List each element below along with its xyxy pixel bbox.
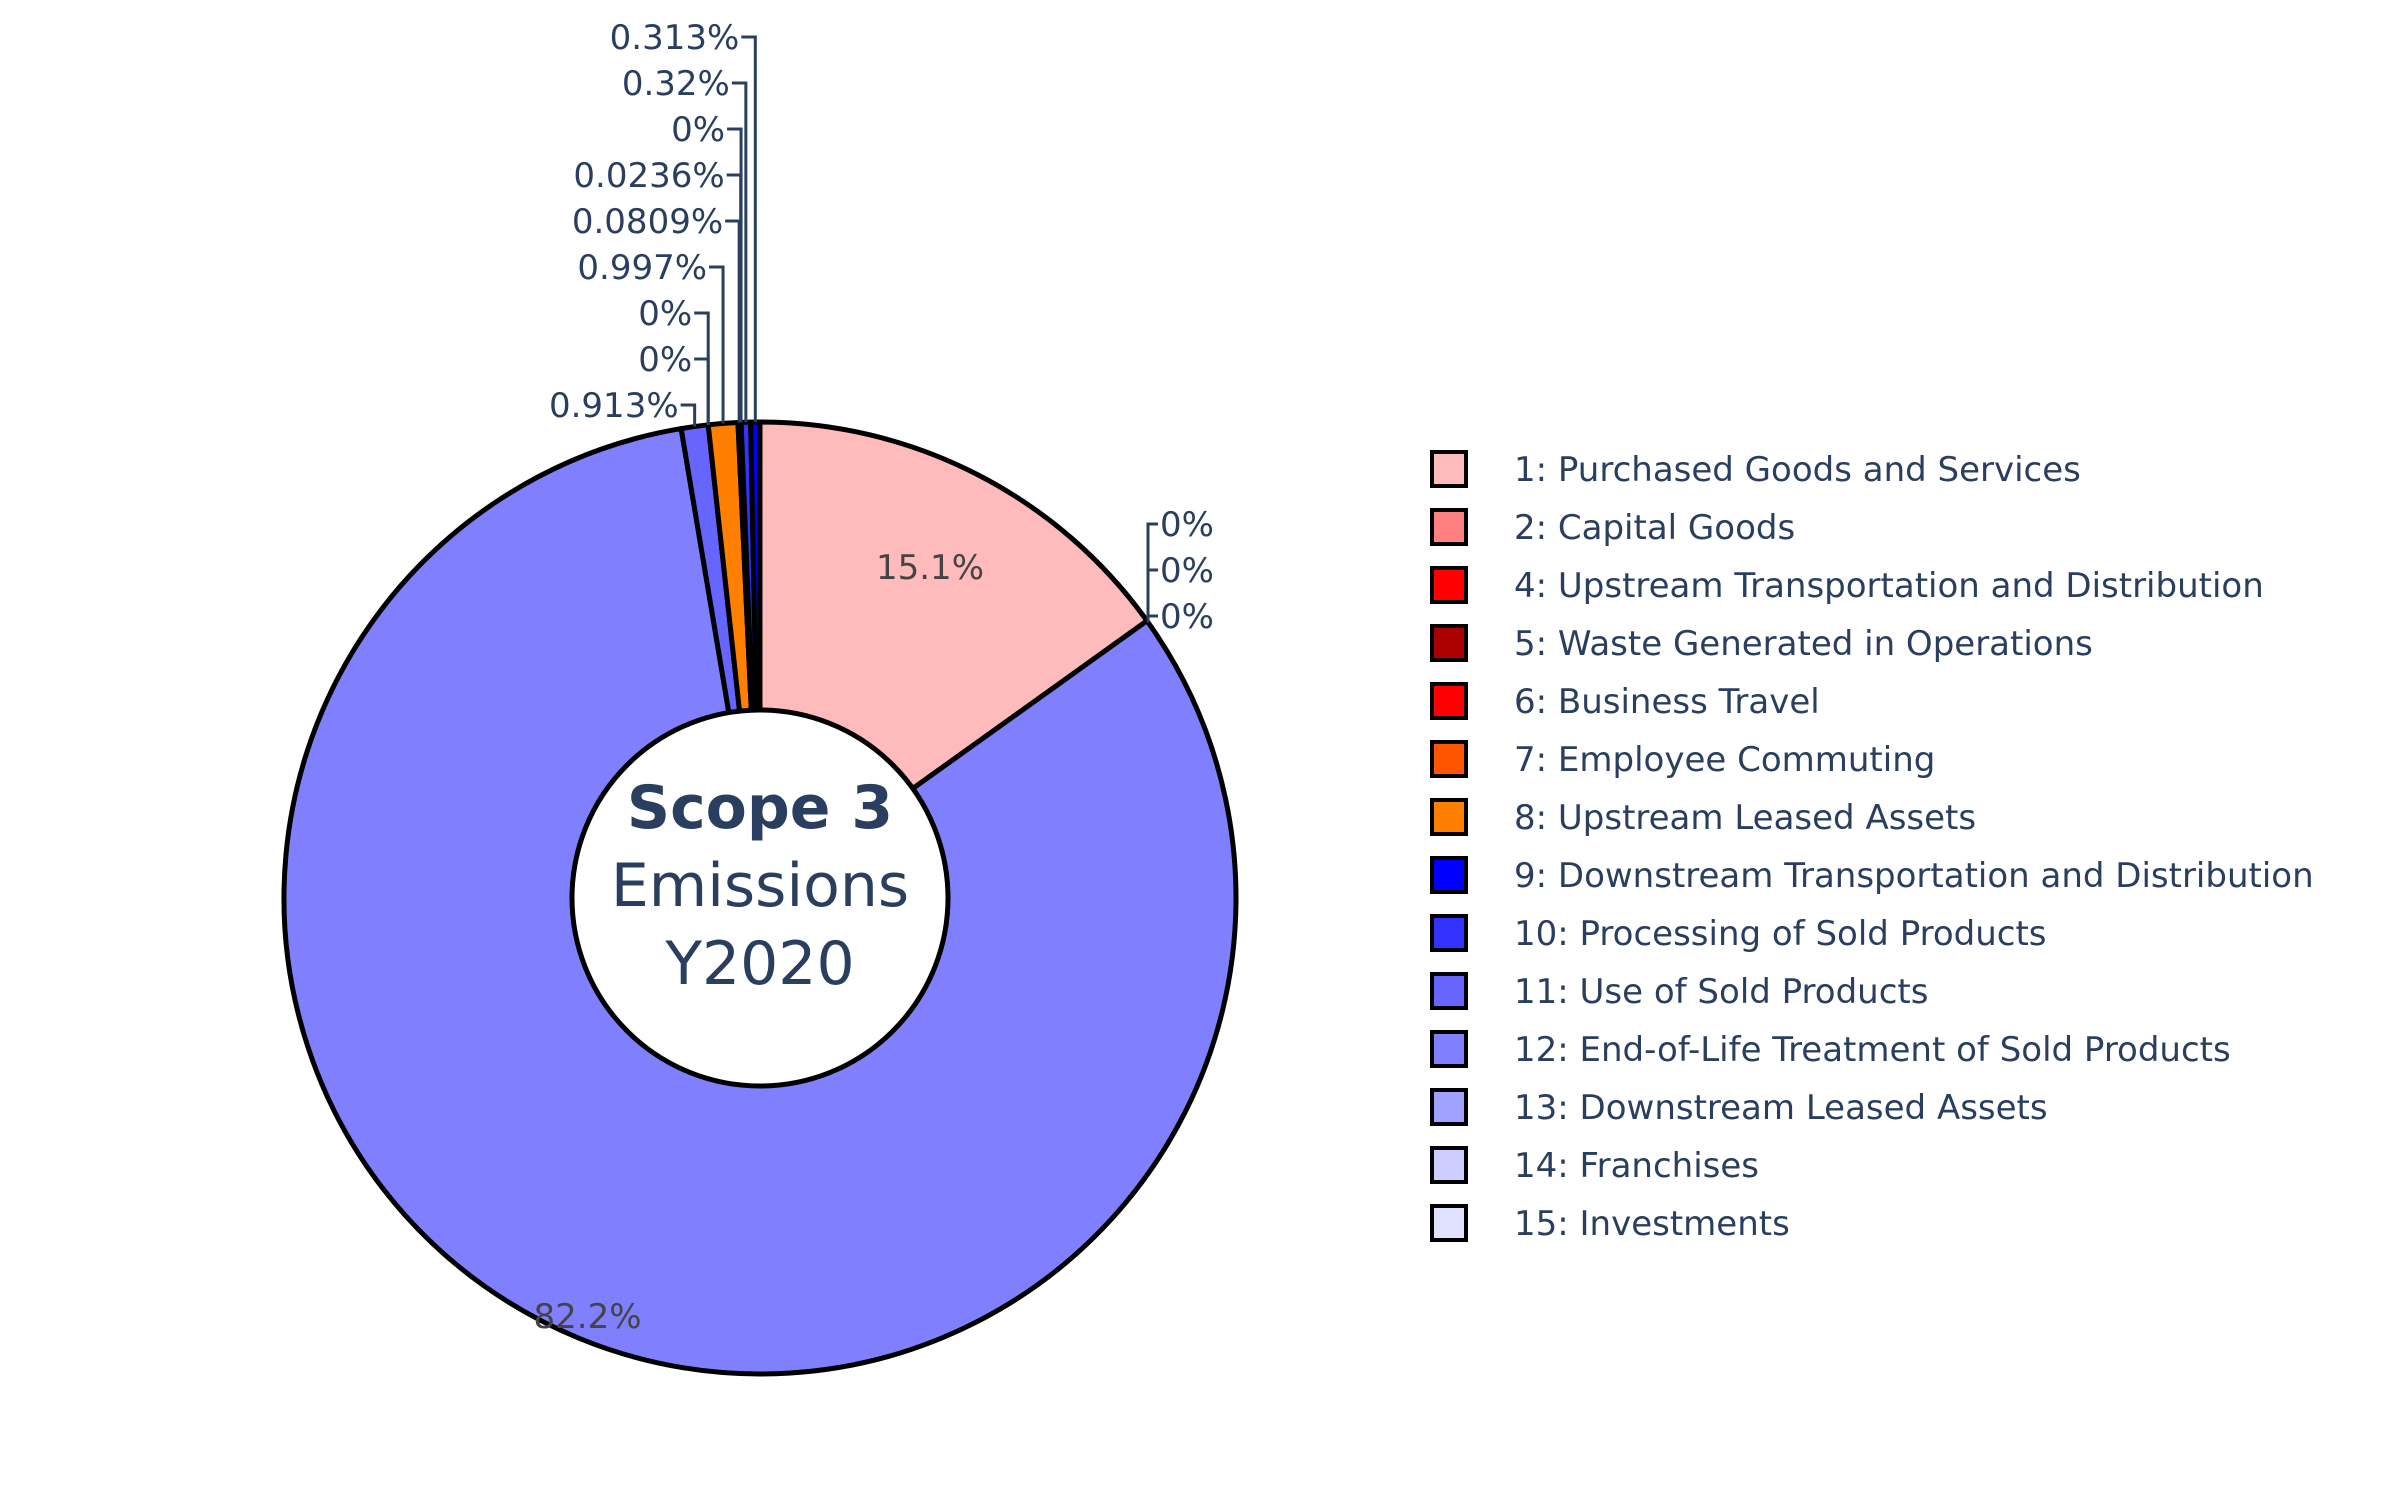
slice-label-8: 0% — [638, 294, 692, 334]
legend-label-7[interactable]: 8: Upstream Leased Assets — [1514, 798, 1976, 838]
legend-swatch-13[interactable] — [1430, 1146, 1468, 1184]
slice-label-10: 0.0809% — [572, 202, 723, 242]
label-connector-4 — [1146, 614, 1158, 623]
legend-label-2[interactable]: 2: Capital Goods — [1514, 508, 1795, 548]
slice-label-9: 0.997% — [577, 248, 707, 288]
legend-label-4[interactable]: 5: Waste Generated in Operations — [1514, 624, 2093, 664]
legend-label-12[interactable]: 13: Downstream Leased Assets — [1514, 1088, 2048, 1128]
center-title-line1: Scope 3 — [627, 773, 893, 843]
legend-label-3[interactable]: 4: Upstream Transportation and Distribut… — [1514, 566, 2264, 606]
legend-swatch-3[interactable] — [1430, 566, 1468, 604]
legend-swatch-5[interactable] — [1430, 682, 1468, 720]
slice-label-1: 15.1% — [876, 548, 984, 588]
label-connector-14 — [741, 35, 757, 423]
slice-label-7: 0% — [638, 340, 692, 380]
legend-swatch-4[interactable] — [1430, 624, 1468, 662]
legend-swatch-12[interactable] — [1430, 1088, 1468, 1126]
legend-swatch-14[interactable] — [1430, 1204, 1468, 1242]
slice-label-12: 0% — [671, 110, 725, 150]
legend-label-1[interactable]: 1: Purchased Goods and Services — [1514, 450, 2081, 490]
label-connectors — [680, 35, 1158, 623]
slice-labels: 15.1% 82.2% 0% 0% 0% 0.913% 0% 0% 0.997% 0.0809% 0… — [534, 18, 1214, 1337]
legend-swatch-10[interactable] — [1430, 972, 1468, 1010]
slice-label-2: 0% — [1160, 505, 1214, 545]
label-connector-13 — [731, 81, 748, 423]
legend-label-6[interactable]: 7: Employee Commuting — [1514, 740, 1935, 780]
slice-label-5: 82.2% — [534, 1297, 642, 1337]
legend-swatch-6[interactable] — [1430, 740, 1468, 778]
legend-label-9[interactable]: 10: Processing of Sold Products — [1514, 914, 2047, 954]
legend-label-8[interactable]: 9: Downstream Transportation and Distrib… — [1514, 856, 2314, 896]
legend-swatch-8[interactable] — [1430, 856, 1468, 894]
label-connector-6 — [680, 403, 697, 427]
legend-label-14[interactable]: 15: Investments — [1514, 1204, 1790, 1244]
center-title-line3: Y2020 — [664, 929, 854, 999]
slice-label-14: 0.313% — [610, 18, 740, 58]
label-connector-9 — [709, 265, 725, 424]
legend-swatch-7[interactable] — [1430, 798, 1468, 836]
legend: 1: Purchased Goods and Services 2: Capita… — [1430, 450, 2314, 1244]
center-title-line2: Emissions — [611, 851, 909, 921]
legend-swatch-2[interactable] — [1430, 508, 1468, 546]
legend-swatch-9[interactable] — [1430, 914, 1468, 952]
legend-swatch-11[interactable] — [1430, 1030, 1468, 1068]
legend-label-5[interactable]: 6: Business Travel — [1514, 682, 1820, 722]
legend-label-13[interactable]: 14: Franchises — [1514, 1146, 1759, 1186]
slice-label-3: 0% — [1160, 551, 1214, 591]
legend-label-11[interactable]: 12: End-of-Life Treatment of Sold Produc… — [1514, 1030, 2231, 1070]
legend-label-10[interactable]: 11: Use of Sold Products — [1514, 972, 1928, 1012]
slice-label-4: 0% — [1160, 597, 1214, 637]
label-connector-8 — [694, 311, 710, 425]
slice-label-6: 0.913% — [549, 386, 679, 426]
donut-hole — [569, 707, 951, 1089]
label-connector-12 — [727, 127, 743, 423]
legend-swatch-1[interactable] — [1430, 450, 1468, 488]
slice-label-13: 0.32% — [622, 64, 730, 104]
slice-label-11: 0.0236% — [573, 156, 724, 196]
label-connector-10 — [725, 219, 741, 423]
